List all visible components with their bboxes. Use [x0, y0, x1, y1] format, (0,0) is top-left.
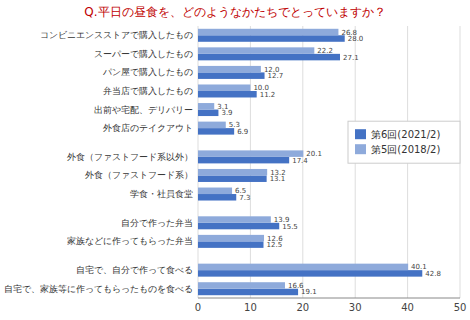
bar: [198, 270, 422, 276]
category-label: 自分で作った弁当: [121, 218, 193, 228]
x-tick-label: 10: [244, 302, 257, 313]
category-label: 家族などに作ってもらった弁当: [67, 236, 193, 246]
data-label: 40.1: [411, 263, 427, 271]
x-tick-label: 40: [401, 302, 414, 313]
bar: [198, 29, 338, 35]
bar: [198, 150, 303, 156]
legend: 第6回(2021/2) 第5回(2018/2): [348, 121, 460, 163]
category-label: 外食（ファストフード系）: [85, 170, 193, 180]
bar: [198, 122, 226, 128]
chart: Q.平日の昼食を、どのようなかたちでとっていますか？ 0 10 20 30 40 50 コンビ…: [0, 0, 470, 320]
legend-entry: 第5回(2018/2): [371, 144, 440, 155]
category-label: 弁当店で購入したもの: [103, 86, 193, 96]
data-label: 6.5: [235, 187, 246, 195]
x-tick-label: 0: [195, 302, 201, 313]
bar: [198, 264, 408, 270]
category-label: 外食店のテイクアウト: [103, 123, 193, 133]
bar: [198, 91, 257, 97]
data-label: 27.1: [343, 54, 359, 62]
legend-box: [348, 121, 460, 163]
data-label: 22.2: [317, 47, 333, 55]
bar: [198, 47, 314, 53]
title: Q.平日の昼食を、どのようなかたちでとっていますか？: [84, 5, 385, 19]
data-label: 12.6: [267, 235, 283, 243]
bar: [198, 72, 265, 78]
x-tick-label: 30: [349, 302, 362, 313]
bar: [198, 66, 261, 72]
x-axis: [198, 298, 460, 299]
bar: [198, 216, 271, 222]
bar: [198, 235, 264, 241]
bar: [198, 157, 289, 163]
legend-swatch: [355, 129, 366, 139]
bar: [198, 223, 279, 229]
data-label: 13.2: [270, 169, 286, 177]
legend-swatch: [355, 144, 366, 154]
data-label: 5.3: [229, 121, 240, 129]
category-label: 自宅で、自分で作って食べる: [76, 265, 193, 275]
bar: [198, 110, 218, 116]
data-label: 10.0: [253, 84, 269, 92]
data-label: 42.8: [425, 270, 441, 278]
grid: [198, 26, 460, 298]
category-label: パン屋で購入したもの: [102, 67, 193, 77]
bar: [198, 35, 345, 41]
data-label: 20.1: [306, 150, 322, 158]
category-label: 出前や宅配、デリバリー: [94, 105, 193, 115]
category-label: 学食・社員食堂: [130, 189, 193, 199]
bar: [198, 282, 285, 288]
x-tick-label: 20: [296, 302, 309, 313]
bar: [198, 188, 232, 194]
legend-entry: 第6回(2021/2): [371, 129, 440, 140]
bar: [198, 103, 214, 109]
data-label: 12.0: [264, 66, 280, 74]
bar: [198, 84, 250, 90]
category-label: 自宅で、家族等に作ってもらったものを食べる: [4, 284, 193, 294]
bar: [198, 175, 267, 181]
data-label: 13.9: [274, 216, 290, 224]
category-label: コンビニエンスストアで購入したもの: [40, 30, 193, 40]
x-tick-label: 50: [454, 302, 467, 313]
data-label: 16.6: [288, 282, 304, 290]
data-label: 3.1: [217, 103, 228, 111]
category-label: スーパーで購入したもの: [94, 49, 193, 59]
data-label: 26.8: [341, 29, 357, 37]
bar: [198, 241, 264, 247]
category-label: 外食（ファストフード系以外）: [67, 152, 193, 162]
bar: [198, 289, 298, 295]
bar: [198, 169, 267, 175]
bar: [198, 194, 236, 200]
